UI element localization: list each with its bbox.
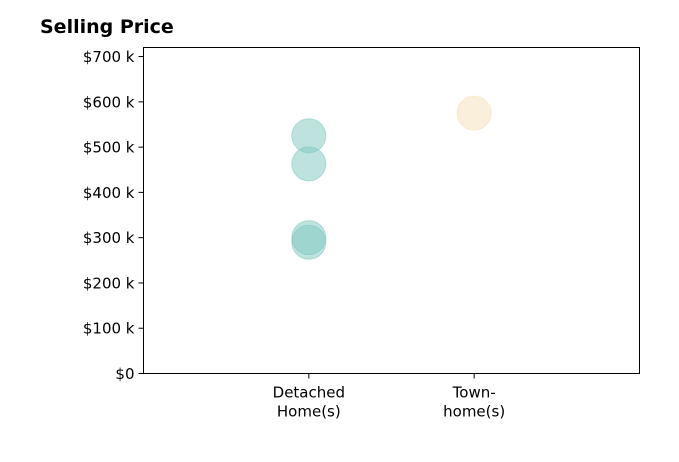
y-axis: $0 $100 k $200 k $300 k $400 k $500 k $600 k $7… [83,48,144,383]
x-tick-label: home(s) [443,403,505,421]
data-points [291,95,492,260]
y-tick-label: $400 k [83,184,135,202]
y-tick-label: $200 k [83,274,135,292]
y-tick-label: $700 k [83,48,135,66]
y-tick-label: $300 k [83,229,135,247]
y-tick-label: $600 k [83,93,135,111]
data-point [456,95,492,131]
y-tick-label: $500 k [83,139,135,157]
plot-frame [143,47,640,374]
data-point [291,224,327,260]
y-tick-label: $100 k [83,320,135,338]
x-tick-label: Town- [452,384,496,402]
x-tick-label: Detached [273,384,345,402]
x-tick-label: Home(s) [277,403,341,421]
y-tick-label: $0 [115,365,134,383]
data-point [291,146,327,182]
chart-title: Selling Price [40,16,174,38]
